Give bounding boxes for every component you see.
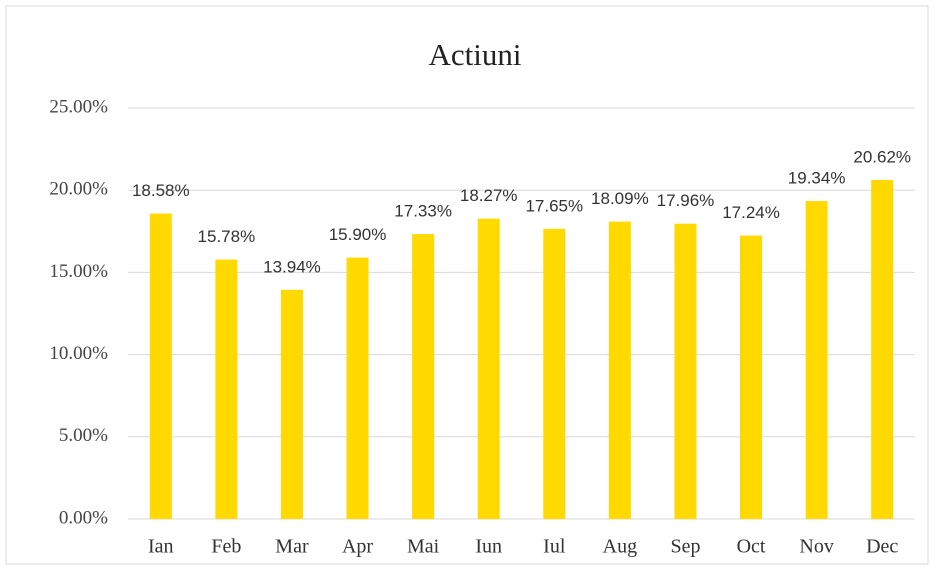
bar <box>543 228 566 520</box>
x-tick-label: Dec <box>866 536 898 558</box>
data-label: 17.33% <box>394 202 452 221</box>
x-tick-label: Sep <box>670 536 700 558</box>
bar <box>805 201 828 519</box>
x-tick-label: Iun <box>475 536 502 558</box>
data-label: 18.27% <box>460 186 518 205</box>
x-tick-label: Mai <box>407 536 440 558</box>
x-tick-label: Apr <box>342 536 373 558</box>
data-label: 18.09% <box>591 189 649 208</box>
data-label: 15.78% <box>198 227 256 246</box>
x-tick-label: Feb <box>211 536 241 558</box>
x-tick-label: Aug <box>603 536 637 558</box>
bar <box>740 235 763 519</box>
chart-title: Actiuni <box>429 37 522 72</box>
bar <box>871 180 894 519</box>
data-label: 18.58% <box>132 181 190 200</box>
data-label: 17.96% <box>657 191 715 210</box>
bar <box>674 223 697 519</box>
bar <box>280 289 303 519</box>
y-tick-label: 5.00% <box>59 425 108 446</box>
data-label: 13.94% <box>263 257 321 276</box>
data-label: 20.62% <box>853 147 911 166</box>
x-tick-label: Nov <box>799 536 833 558</box>
bar <box>412 234 435 520</box>
data-label: 17.24% <box>722 203 780 222</box>
x-tick-label: Iul <box>543 536 566 558</box>
chart-border <box>5 5 929 565</box>
y-tick-label: 15.00% <box>49 261 108 282</box>
y-tick-label: 25.00% <box>49 96 108 117</box>
bar <box>346 257 369 519</box>
bar <box>215 259 238 519</box>
data-label: 15.90% <box>329 225 387 244</box>
y-tick-label: 10.00% <box>49 343 108 364</box>
data-label: 19.34% <box>788 169 846 188</box>
x-tick-label: Ian <box>148 536 174 558</box>
data-label: 17.65% <box>525 196 583 215</box>
x-tick-label: Mar <box>275 536 309 558</box>
bar <box>149 213 172 519</box>
bar <box>477 218 500 519</box>
y-tick-label: 20.00% <box>49 179 108 200</box>
y-tick-label: 0.00% <box>59 507 108 528</box>
x-tick-label: Oct <box>737 536 766 558</box>
bar <box>608 221 631 519</box>
